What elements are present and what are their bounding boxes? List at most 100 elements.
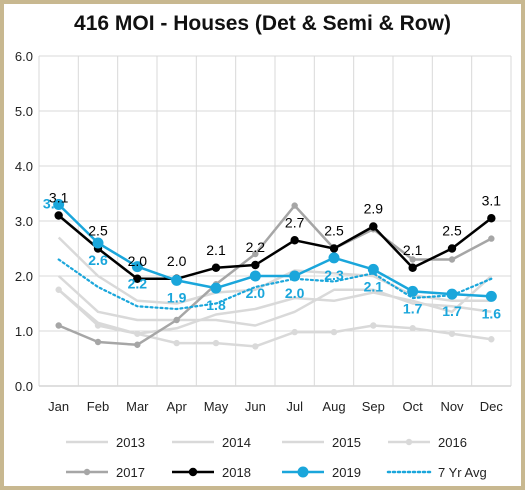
data-label-2018: 3.1	[482, 192, 502, 208]
legend-marker	[297, 466, 309, 478]
data-label-2018: 2.5	[324, 223, 344, 239]
data-point-2017	[291, 202, 298, 209]
data-label-2019: 1.7	[403, 300, 423, 316]
data-point-2017	[252, 250, 259, 258]
data-point-2017	[134, 341, 141, 348]
data-label-2018: 2.0	[167, 253, 187, 269]
series-line-2013	[57, 275, 492, 327]
data-label-2018: 2.1	[206, 242, 226, 258]
data-point-2019	[367, 263, 379, 275]
line-chart: 0.0 1.0 2.0 3.0 4.0 5.0 6.0 Jan Feb Mar Apr May Jun J…	[15, 49, 512, 480]
y-tick-label: 5.0	[15, 104, 33, 119]
data-point-2019	[210, 282, 222, 294]
data-point-2018	[487, 214, 496, 223]
x-tick-label: May	[204, 399, 229, 414]
legend-marker	[83, 468, 91, 476]
y-tick-label: 3.0	[15, 214, 33, 229]
x-tick-label: Mar	[126, 399, 149, 414]
x-tick-label: Jun	[245, 399, 266, 414]
data-point-2018	[329, 244, 339, 253]
data-point-2019	[171, 274, 183, 286]
data-point-2019	[53, 199, 65, 210]
data-point-2017	[55, 322, 62, 329]
chart-title: 416 MOI - Houses (Det & Semi & Row)	[74, 12, 451, 35]
legend-label: 2015	[332, 435, 361, 450]
y-tick-label: 0.0	[15, 379, 33, 394]
y-tick-label: 1.0	[15, 324, 33, 339]
data-label-2018: 3.1	[49, 190, 69, 206]
data-label-2019: 2.0	[285, 285, 305, 301]
data-label-2019: 3.3	[43, 196, 63, 212]
series-line-2019	[57, 203, 492, 298]
x-tick-label: Dec	[480, 399, 504, 414]
data-label-2019: 1.7	[442, 303, 462, 319]
x-tick-label: Jan	[48, 399, 69, 414]
data-point-2018	[54, 211, 63, 220]
data-point-2018	[133, 274, 142, 283]
data-point-2016	[94, 322, 102, 329]
data-label-2019: 2.1	[364, 278, 384, 294]
data-point-2016	[448, 330, 456, 337]
legend-label: 2017	[116, 465, 145, 480]
data-label-2019: 1.6	[482, 305, 502, 321]
series-line-2018	[57, 214, 493, 281]
data-point-2018	[408, 263, 417, 272]
data-point-2016	[173, 339, 180, 347]
legend-marker	[405, 438, 413, 446]
data-point-2019	[92, 237, 104, 249]
data-point-2019	[131, 261, 143, 273]
data-label-2019: 2.0	[246, 285, 266, 301]
legend-label: 2019	[332, 465, 361, 480]
legend-marker	[188, 467, 198, 477]
data-label-2018: 2.2	[246, 239, 266, 255]
series-line-2014	[57, 236, 492, 305]
y-tick-label: 6.0	[15, 49, 33, 64]
data-point-2019	[328, 252, 340, 264]
data-point-2016	[291, 328, 298, 336]
x-tick-label: Aug	[322, 399, 345, 414]
data-point-2016	[252, 343, 259, 350]
data-label-2019: 2.6	[88, 252, 108, 268]
data-point-2016	[212, 339, 220, 347]
data-point-2017	[488, 235, 495, 242]
x-tick-label: Sep	[362, 399, 385, 414]
data-label-2018: 2.9	[364, 201, 384, 217]
data-point-2017	[173, 316, 180, 324]
legend-label: 2018	[222, 465, 251, 480]
data-point-2019	[485, 290, 497, 302]
data-point-2018	[251, 260, 260, 270]
x-tick-label: Nov	[440, 399, 464, 414]
data-point-2017	[448, 256, 456, 263]
data-point-2019	[446, 288, 458, 300]
data-point-2016	[488, 336, 495, 343]
series-line-2017	[58, 204, 492, 347]
data-point-2018	[211, 263, 221, 272]
series-line-7-yr-avg	[57, 258, 493, 311]
data-point-2019	[249, 270, 261, 282]
data-point-2016	[330, 328, 338, 336]
y-tick-label: 2.0	[15, 269, 33, 284]
data-label-2019: 2.3	[324, 267, 344, 283]
data-label-2019: 1.8	[206, 297, 226, 313]
data-label-2018: 2.1	[403, 242, 423, 258]
legend-label: 2014	[222, 435, 251, 450]
legend-label: 2013	[116, 435, 145, 450]
data-point-2016	[134, 330, 141, 337]
data-point-2017	[409, 256, 416, 263]
legend-label: 7 Yr Avg	[438, 465, 487, 480]
data-label-2018: 2.0	[128, 253, 148, 269]
x-tick-label: Jul	[286, 399, 303, 414]
data-point-2018	[290, 236, 299, 245]
data-label-2019: 2.2	[128, 276, 148, 292]
x-tick-label: Oct	[403, 399, 424, 414]
data-label-2018: 2.7	[285, 214, 305, 230]
chart-frame: 416 MOI - Houses (Det & Semi & Row) 0.0 1…	[4, 4, 521, 486]
data-point-2016	[370, 322, 377, 329]
data-point-2019	[407, 285, 419, 297]
x-tick-label: Apr	[167, 399, 188, 414]
y-tick-label: 4.0	[15, 159, 33, 174]
data-point-2017	[94, 338, 102, 346]
series-line-2016	[57, 288, 492, 348]
data-label-2018: 2.5	[88, 223, 108, 239]
x-tick-label: Feb	[87, 399, 109, 414]
